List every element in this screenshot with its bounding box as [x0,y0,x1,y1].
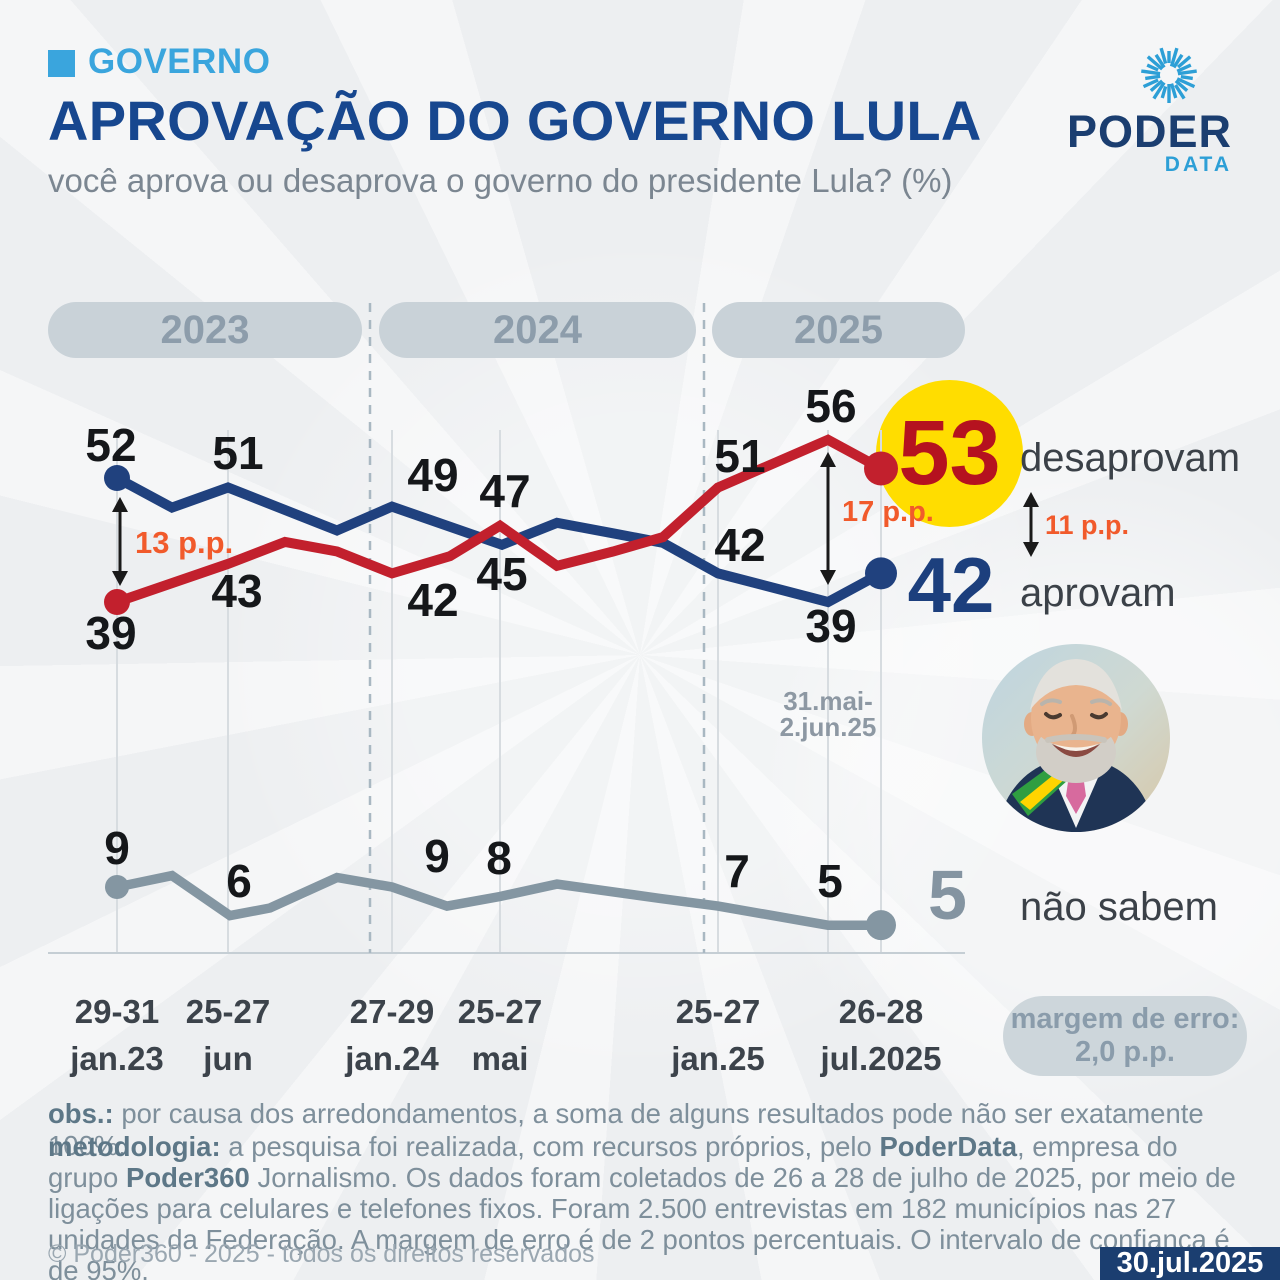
disapprove-label: desaprovam [1020,436,1241,480]
publish-date-badge: 30.jul.2025 [1100,1247,1280,1280]
lula-photo [982,644,1170,832]
disapprove-current-value: 53 [898,402,1001,504]
x-tick: 29-31 jan.23 [70,993,164,1077]
rounding-note: obs.: por causa dos arredondamentos, a s… [48,1098,1204,1161]
page-title: APROVAÇÃO DO GOVERNO LULA [48,89,982,152]
dontknow-current-value: 5 [928,856,967,934]
margin-of-error-pill: margem de erro: 2,0 p.p. [1003,996,1247,1076]
year-band-2024: 2024 [379,302,696,358]
x-tick: 27-29 jan.24 [345,993,439,1077]
sunburst-logo-icon [1141,47,1197,103]
dontknow-label: não sabem [1020,885,1218,929]
highlight-circle [876,380,1023,527]
year-band-2023: 2023 [48,302,362,358]
methodology-note: metodologia: a pesquisa foi realizada, c… [48,1131,1236,1280]
kicker-square-icon [48,50,75,77]
logo-name: PODER [1066,106,1232,157]
x-tick: 25-27 mai [457,993,543,1077]
copyright: © Poder360 - 2025 - todos os direitos re… [48,1240,595,1268]
poderdata-logo: PODER DATA [1042,44,1232,176]
approve-current-value: 42 [907,541,995,629]
survey-date-note: 31.mai- 2.jun.25 [779,686,877,742]
x-tick: 26-28 jul.2025 [820,993,942,1077]
logo-sub: DATA [1164,153,1232,176]
x-tick: 25-27 jan.25 [671,993,765,1077]
x-tick: 25-27 jun [185,993,271,1077]
year-band-2025: 2025 [712,302,965,358]
approve-label: aprovam [1020,571,1176,615]
kicker: GOVERNO [88,42,271,81]
subtitle-question: você aprova ou desaprova o governo do pr… [48,162,953,199]
